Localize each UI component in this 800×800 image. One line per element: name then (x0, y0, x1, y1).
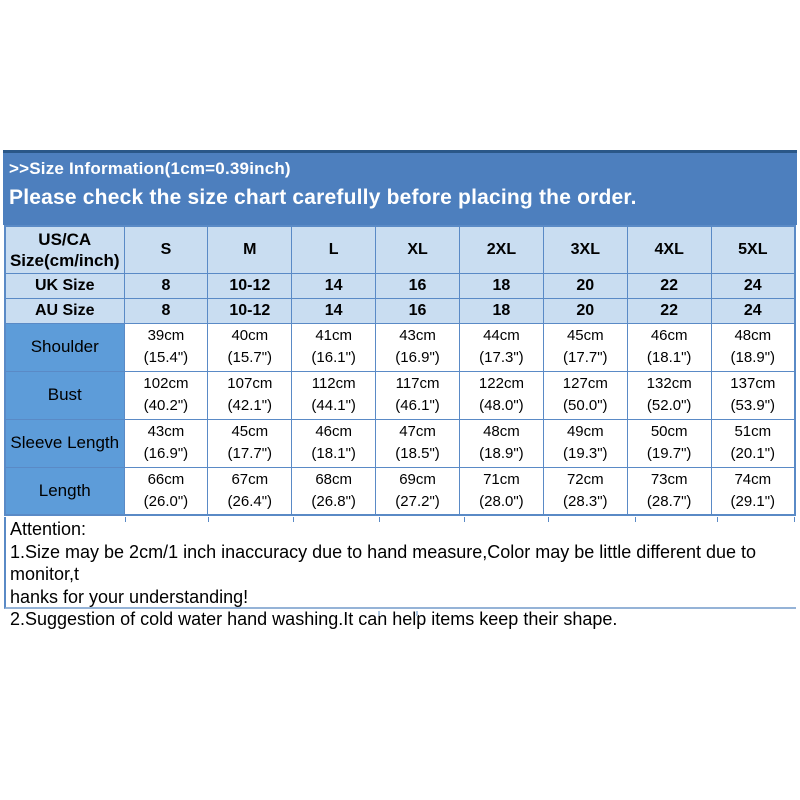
size-value-cell: 14 (291, 272, 377, 299)
size-column-header: 5XL (710, 225, 796, 274)
size-value-cell: 20 (542, 297, 628, 324)
cell-border-artifact (635, 517, 636, 522)
measurement-cell: 72cm (28.3") (542, 466, 628, 516)
size-value-cell: 8 (123, 297, 209, 324)
size-column-header: 3XL (542, 225, 628, 274)
size-column-header: S (123, 225, 209, 274)
measurement-cell: 67cm (26.4") (207, 466, 293, 516)
size-value-cell: 24 (710, 297, 796, 324)
cell-border-artifact (379, 517, 380, 522)
row-label: Bust (4, 370, 125, 420)
size-column-header: 4XL (626, 225, 712, 274)
row-label: Shoulder (4, 322, 125, 372)
cell-border-artifact (208, 517, 209, 522)
measurement-cell: 74cm (29.1") (710, 466, 796, 516)
size-value-cell: 24 (710, 272, 796, 299)
measurement-cell: 51cm (20.1") (710, 418, 796, 468)
size-chart-table: US/CA Size(cm/inch) S M L XL 2XL 3XL 4XL 5XL UK Si… (4, 225, 796, 516)
measurement-cell: 102cm (40.2") (123, 370, 209, 420)
measurement-cell: 47cm (18.5") (375, 418, 460, 468)
measurement-cell: 66cm (26.0") (123, 466, 209, 516)
measurement-cell: 48cm (18.9") (710, 322, 796, 372)
measurement-cell: 122cm (48.0") (459, 370, 544, 420)
row-label: AU Size (4, 297, 125, 324)
measurement-cell: 132cm (52.0") (626, 370, 712, 420)
measurement-cell: 50cm (19.7") (626, 418, 712, 468)
cell-border-artifact (548, 517, 549, 522)
measurement-cell: 73cm (28.7") (626, 466, 712, 516)
row-label: Sleeve Length (4, 418, 125, 468)
size-value-cell: 22 (626, 297, 712, 324)
measurement-cell: 71cm (28.0") (459, 466, 544, 516)
measurement-cell: 41cm (16.1") (291, 322, 377, 372)
size-value-cell: 8 (123, 272, 209, 299)
size-value-cell: 10-12 (207, 272, 293, 299)
measurement-cell: 45cm (17.7") (207, 418, 293, 468)
attention-section: Attention: 1.Size may be 2cm/1 inch inac… (4, 517, 796, 629)
size-column-header: L (291, 225, 377, 274)
measurement-cell: 127cm (50.0") (542, 370, 628, 420)
cell-border-artifact (293, 517, 294, 522)
measurement-cell: 45cm (17.7") (542, 322, 628, 372)
size-column-header: M (207, 225, 293, 274)
banner-subtitle: Please check the size chart carefully be… (9, 186, 637, 209)
measurement-cell: 43cm (16.9") (123, 418, 209, 468)
cell-border-artifact (794, 517, 795, 522)
size-info-banner: >>Size Information(1cm=0.39inch) Please … (3, 150, 797, 225)
size-value-cell: 14 (291, 297, 377, 324)
corner-header-cell: US/CA Size(cm/inch) (4, 225, 125, 274)
measurement-cell: 40cm (15.7") (207, 322, 293, 372)
size-column-header: XL (375, 225, 460, 274)
measurement-cell: 117cm (46.1") (375, 370, 460, 420)
banner-title: >>Size Information(1cm=0.39inch) (9, 159, 291, 178)
attention-line: hanks for your understanding! (10, 586, 249, 607)
measurement-cell: 44cm (17.3") (459, 322, 544, 372)
cell-border-artifact (717, 517, 718, 522)
measurement-cell: 137cm (53.9") (710, 370, 796, 420)
size-value-cell: 22 (626, 272, 712, 299)
cell-border-artifact (125, 517, 126, 522)
measurement-cell: 48cm (18.9") (459, 418, 544, 468)
cell-border-artifact (378, 611, 380, 616)
measurement-cell: 46cm (18.1") (291, 418, 377, 468)
size-value-cell: 10-12 (207, 297, 293, 324)
size-column-header: 2XL (459, 225, 544, 274)
measurement-cell: 39cm (15.4") (123, 322, 209, 372)
size-value-cell: 20 (542, 272, 628, 299)
size-value-cell: 16 (375, 297, 460, 324)
cell-border-artifact (416, 611, 418, 616)
cell-border-artifact (464, 517, 465, 522)
measurement-cell: 107cm (42.1") (207, 370, 293, 420)
attention-line: 2.Suggestion of cold water hand washing.… (10, 609, 618, 629)
size-value-cell: 16 (375, 272, 460, 299)
size-value-cell: 18 (459, 297, 544, 324)
row-label: UK Size (4, 272, 125, 299)
attention-line: 1.Size may be 2cm/1 inch inaccuracy due … (10, 541, 757, 585)
row-label: Length (4, 466, 125, 516)
attention-line: Attention: (10, 519, 87, 539)
measurement-cell: 46cm (18.1") (626, 322, 712, 372)
measurement-cell: 43cm (16.9") (375, 322, 460, 372)
measurement-cell: 112cm (44.1") (291, 370, 377, 420)
measurement-cell: 69cm (27.2") (375, 466, 460, 516)
size-value-cell: 18 (459, 272, 544, 299)
measurement-cell: 49cm (19.3") (542, 418, 628, 468)
measurement-cell: 68cm (26.8") (291, 466, 377, 516)
